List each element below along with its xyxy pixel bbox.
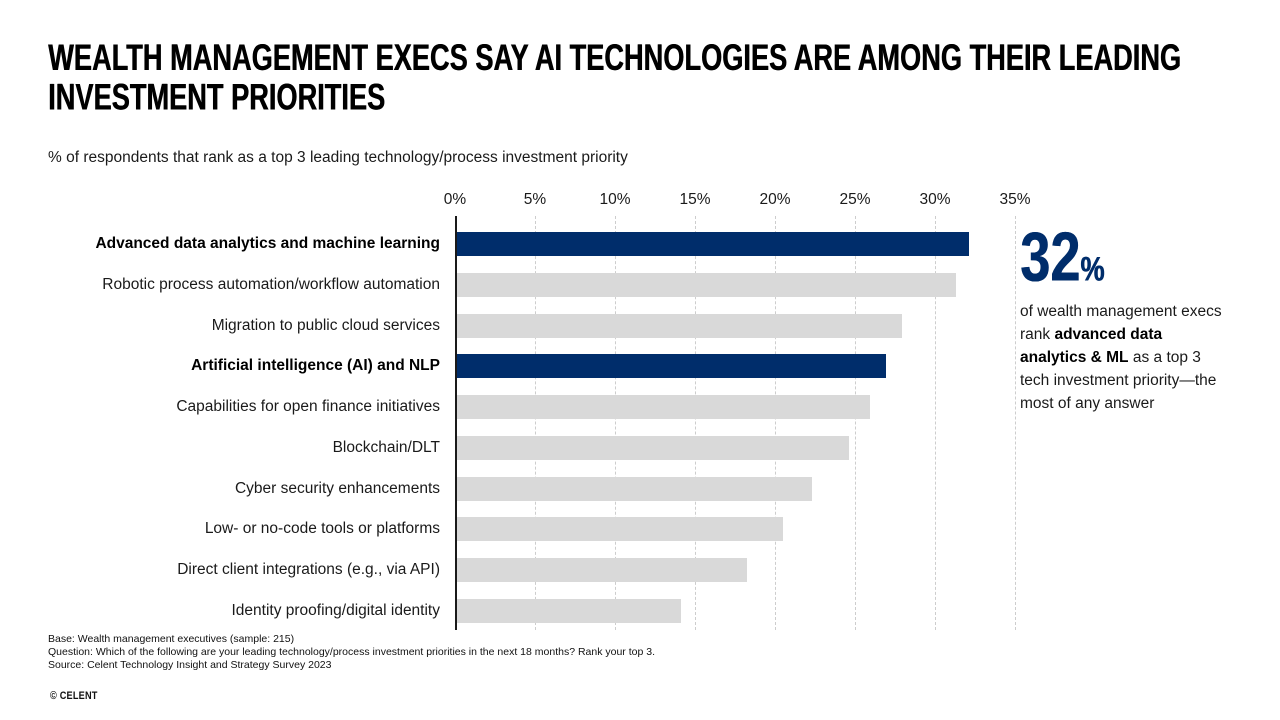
callout-text: of wealth management execs rank advanced… <box>1020 300 1230 415</box>
category-label: Capabilities for open finance initiative… <box>176 398 440 415</box>
x-tick-label: 15% <box>679 191 711 208</box>
bar-default <box>457 436 849 460</box>
chart-subtitle: % of respondents that rank as a top 3 le… <box>48 149 628 166</box>
bar-default <box>457 517 783 541</box>
callout-text-pre: of wealth management execs rank <box>1020 303 1222 343</box>
x-tick-label: 10% <box>599 191 631 208</box>
footnote-base: Base: Wealth management executives (samp… <box>48 633 295 645</box>
page-title: WEALTH MANAGEMENT EXECS SAY AI TECHNOLOG… <box>48 38 1248 117</box>
footnote-question: Question: Which of the following are you… <box>48 646 655 658</box>
bar-default <box>457 273 956 297</box>
callout-number-value: 32 <box>1020 217 1081 296</box>
bar-default <box>457 599 681 623</box>
gridline <box>535 216 536 630</box>
callout-text-post: as a top 3 tech investment priority—the … <box>1020 349 1217 412</box>
x-axis-tick-labels: 0% 5% 10% 15% 20% 25% 30% 35% <box>444 191 1031 211</box>
x-tick-label: 35% <box>999 191 1031 208</box>
gridline <box>935 216 936 630</box>
gridline <box>775 216 776 630</box>
plot-area <box>455 216 1017 630</box>
y-axis-line <box>455 216 457 630</box>
gridline <box>615 216 616 630</box>
category-label: Advanced data analytics and machine lear… <box>95 235 440 252</box>
bar-highlighted <box>457 232 969 256</box>
bar-default <box>457 558 747 582</box>
x-tick-label: 20% <box>759 191 791 208</box>
category-label: Cyber security enhancements <box>234 480 440 497</box>
category-label: Robotic process automation/workflow auto… <box>102 276 440 293</box>
category-label: Migration to public cloud services <box>211 317 440 334</box>
category-label: Artificial intelligence (AI) and NLP <box>191 357 440 374</box>
page-title-line2: INVESTMENT PRIORITIES <box>48 76 386 119</box>
gridline <box>855 216 856 630</box>
bar-highlighted <box>457 354 886 378</box>
bar-default <box>457 477 812 501</box>
x-tick-label: 5% <box>523 191 547 208</box>
category-labels: Advanced data analytics and machine lear… <box>48 216 440 630</box>
page-title-line1: WEALTH MANAGEMENT EXECS SAY AI TECHNOLOG… <box>48 36 1181 79</box>
bar-default <box>457 395 870 419</box>
callout-percent-sign: % <box>1080 249 1105 289</box>
bar-default <box>457 314 902 338</box>
gridline <box>695 216 696 630</box>
x-tick-label: 0% <box>443 191 467 208</box>
x-tick-label: 30% <box>919 191 951 208</box>
category-label: Low- or no-code tools or platforms <box>204 520 440 537</box>
x-tick-label: 25% <box>839 191 871 208</box>
category-label: Blockchain/DLT <box>332 439 440 456</box>
category-label: Direct client integrations (e.g., via AP… <box>177 561 440 578</box>
callout-text-bold: advanced data analytics & ML <box>1020 326 1163 366</box>
footnote-source: Source: Celent Technology Insight and St… <box>48 659 332 671</box>
callout-big-number: 32% <box>1020 222 1192 293</box>
category-label: Identity proofing/digital identity <box>231 602 440 619</box>
copyright-mark: © CELENT <box>50 690 98 703</box>
gridline <box>1015 216 1016 630</box>
callout: 32% of wealth management execs rank adva… <box>1020 222 1230 415</box>
footnotes: Base: Wealth management executives (samp… <box>48 633 655 672</box>
